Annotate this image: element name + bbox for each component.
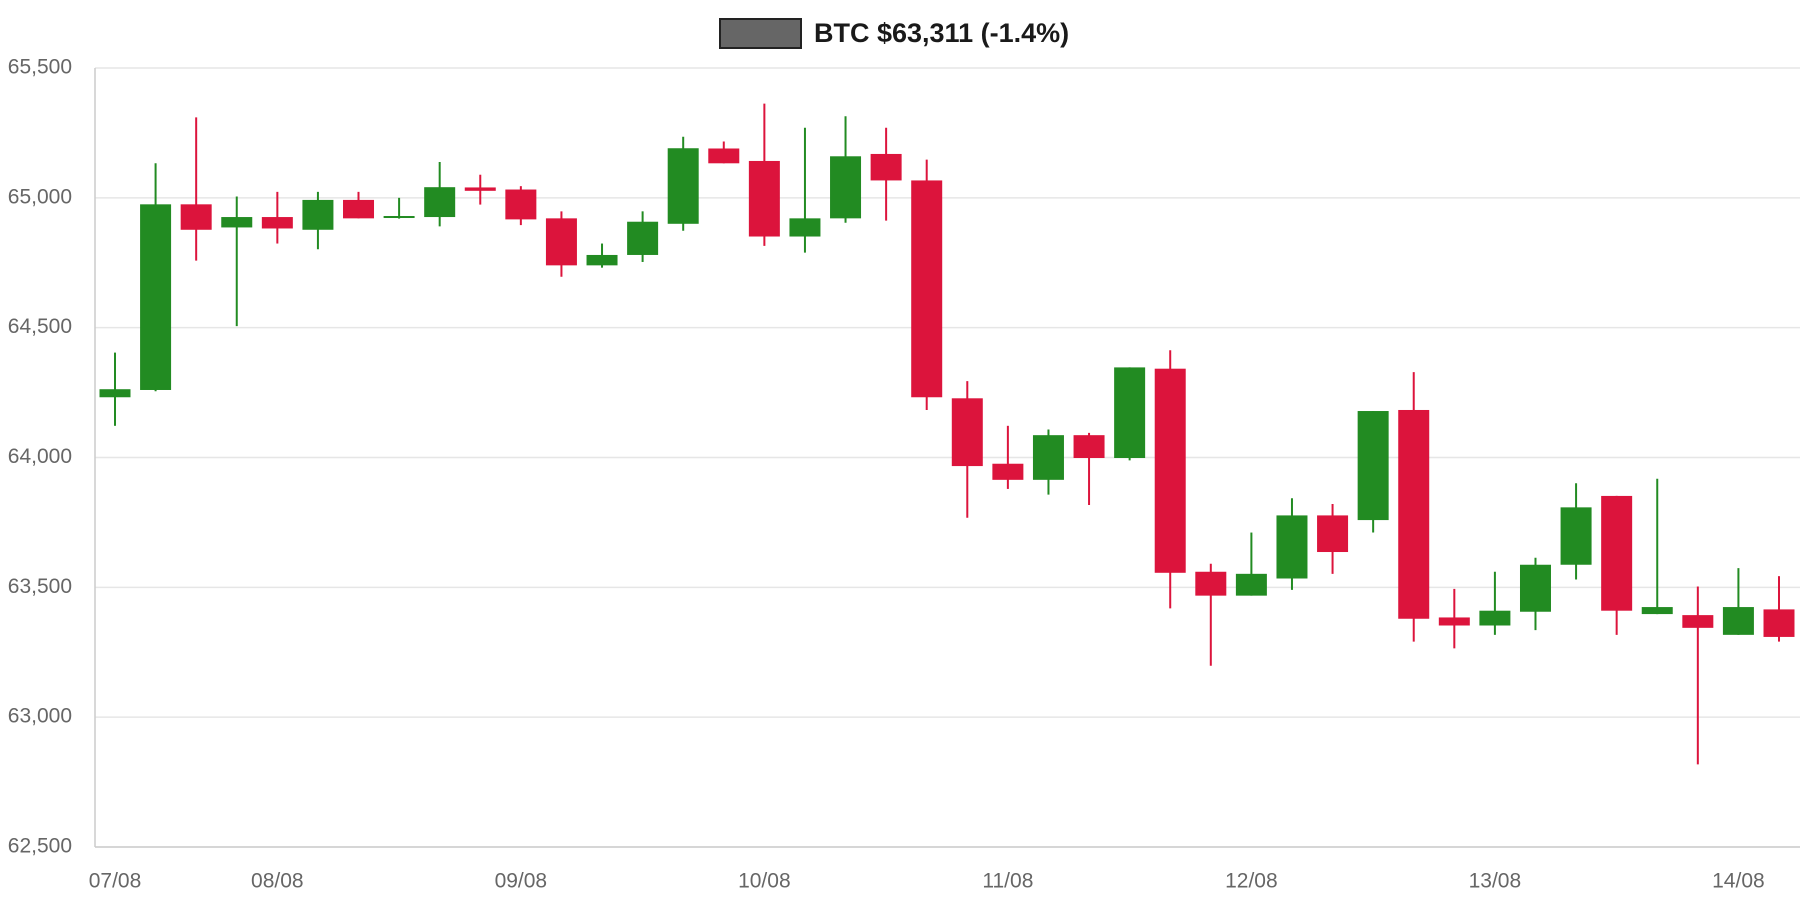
candle-body xyxy=(1438,617,1470,626)
y-tick-label: 62,500 xyxy=(8,835,72,858)
candle-body xyxy=(1195,571,1227,596)
candle-body xyxy=(140,204,172,390)
candle-body xyxy=(1479,610,1511,626)
candle-body xyxy=(1235,573,1267,596)
candle-body xyxy=(1276,515,1308,579)
x-tick-label: 10/08 xyxy=(738,870,791,893)
x-tick-label: 11/08 xyxy=(982,870,1033,893)
candle-body xyxy=(1601,495,1633,611)
candle-body xyxy=(667,148,699,224)
x-tick-label: 09/08 xyxy=(495,870,548,893)
candle-body xyxy=(1722,607,1754,635)
candle-body xyxy=(1317,515,1349,553)
x-tick-label: 14/08 xyxy=(1712,870,1765,893)
candle-body xyxy=(1114,367,1146,459)
y-tick-label: 65,000 xyxy=(8,185,72,208)
y-tick-label: 63,000 xyxy=(8,705,72,728)
candle-body xyxy=(951,398,983,467)
candle-body xyxy=(221,217,253,228)
y-tick-label: 65,500 xyxy=(8,56,72,79)
candle-body xyxy=(545,218,577,266)
candle-body xyxy=(180,204,212,230)
candle-body xyxy=(464,187,496,191)
x-tick-label: 13/08 xyxy=(1469,870,1522,893)
x-tick-label: 08/08 xyxy=(251,870,304,893)
candle-body xyxy=(1763,609,1795,637)
candle-body xyxy=(1398,409,1430,619)
candle-body xyxy=(627,221,659,255)
candle-body xyxy=(383,216,415,219)
candle-body xyxy=(302,199,334,230)
x-tick-label: 12/08 xyxy=(1225,870,1278,893)
y-tick-label: 64,000 xyxy=(8,445,72,468)
candle-body xyxy=(708,148,740,164)
candle-body xyxy=(830,156,862,219)
candle-body xyxy=(99,389,131,398)
candle-body xyxy=(992,463,1024,480)
candle-body xyxy=(789,218,821,237)
x-tick-label: 07/08 xyxy=(89,870,142,893)
candle-body xyxy=(1032,435,1064,480)
candle-body xyxy=(505,189,537,220)
candle-body xyxy=(911,180,943,398)
candle-body xyxy=(870,153,902,181)
y-tick-label: 63,500 xyxy=(8,575,72,598)
candle-body xyxy=(1154,368,1186,573)
candle-body xyxy=(343,199,375,219)
legend-swatch xyxy=(719,18,802,49)
candle-body xyxy=(1641,607,1673,615)
candle-body xyxy=(1682,615,1714,628)
candle-body xyxy=(748,160,780,237)
candle-body xyxy=(1560,507,1592,565)
candle-body xyxy=(261,217,293,229)
candle-body xyxy=(1519,564,1551,612)
y-tick-label: 64,500 xyxy=(8,315,72,338)
candle-body xyxy=(586,254,618,266)
candle-body xyxy=(424,187,456,218)
candle-body xyxy=(1073,435,1105,459)
candle-body xyxy=(1357,411,1389,521)
legend-label: BTC $63,311 (-1.4%) xyxy=(814,18,1069,48)
